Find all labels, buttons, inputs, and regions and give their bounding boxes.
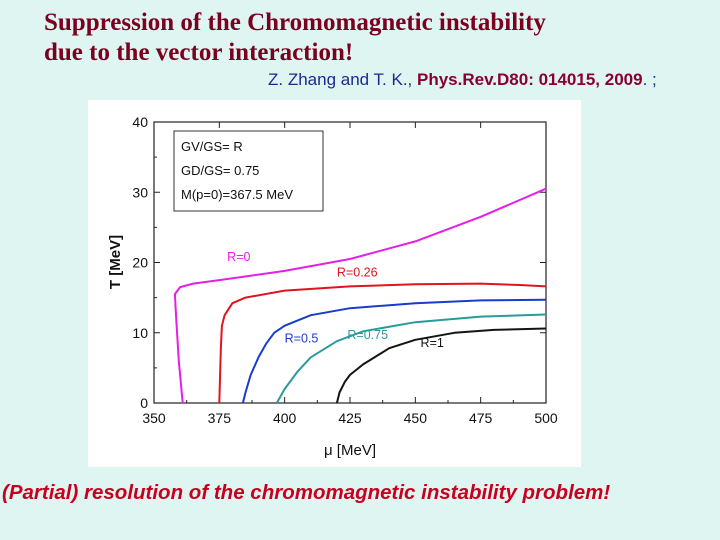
y-tick-label: 10 <box>132 325 148 341</box>
y-tick-label: 20 <box>132 255 148 271</box>
x-tick-label: 350 <box>142 410 166 426</box>
legend-line-1: GV/GS= R <box>181 139 243 154</box>
y-tick-label: 30 <box>132 184 148 200</box>
y-axis-label: T [MeV] <box>107 235 124 289</box>
series-label-r-0-26: R=0.26 <box>337 266 378 280</box>
series-label-r-0-75: R=0.75 <box>347 328 388 342</box>
x-tick-labels: 350 375 400 425 450 475 500 <box>142 410 558 426</box>
series-labels: R=0 R=0.26 R=0.5 R=0.75 R=1 <box>227 250 444 350</box>
series-line-r-0-5 <box>241 298 547 404</box>
series-label-r-0: R=0 <box>227 250 250 264</box>
citation-tail: . ; <box>642 70 657 89</box>
x-tick-label: 400 <box>273 410 297 426</box>
phase-diagram-chart: 350 375 400 425 450 475 500 0 10 20 30 40 R=0 R=0.2… <box>107 114 558 459</box>
title-line-2: due to the vector interaction! <box>44 39 354 66</box>
y-tick-label: 40 <box>132 114 148 130</box>
y-tick-labels: 0 10 20 30 40 <box>132 114 148 411</box>
series-line-r-0-26 <box>218 282 547 404</box>
x-tick-label: 375 <box>208 410 232 426</box>
x-axis-label: μ [MeV] <box>324 442 376 459</box>
legend-box <box>173 130 324 212</box>
series-line-r-1 <box>335 327 547 404</box>
legend: GV/GS= R GD/GS= 0.75 M(p=0)=367.5 MeV <box>173 130 324 212</box>
series-line-r-0 <box>173 187 547 404</box>
chart-panel: 350 375 400 425 450 475 500 0 10 20 30 40 R=0 R=0.2… <box>88 100 581 467</box>
footer-statement: (Partial) resolution of the chromomagnet… <box>2 481 611 504</box>
series-label-r-0-5: R=0.5 <box>285 332 319 346</box>
slide-title: Suppression of the Chromomagnetic instab… <box>44 8 684 68</box>
series-lines <box>173 187 547 404</box>
legend-line-2: GD/GS= 0.75 <box>181 163 259 178</box>
x-tick-label: 425 <box>338 410 362 426</box>
series-label-r-1: R=1 <box>421 336 444 350</box>
x-tick-label: 475 <box>469 410 493 426</box>
title-line-1: Suppression of the Chromomagnetic instab… <box>44 9 546 36</box>
legend-line-3: M(p=0)=367.5 MeV <box>181 187 293 202</box>
x-tick-label: 500 <box>534 410 558 426</box>
series-line-r-0-75 <box>275 313 547 404</box>
citation-reference: Phys.Rev.D80: 014015, 2009 <box>417 70 643 89</box>
x-tick-label: 450 <box>404 410 428 426</box>
axis-ticks <box>153 121 547 404</box>
y-tick-label: 0 <box>140 395 148 411</box>
citation-authors: Z. Zhang and T. K., <box>268 70 417 89</box>
citation: Z. Zhang and T. K., Phys.Rev.D80: 014015… <box>268 70 718 90</box>
